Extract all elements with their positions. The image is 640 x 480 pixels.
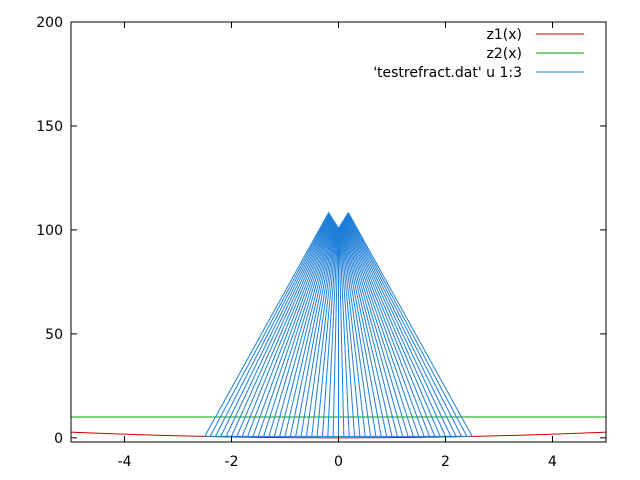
ray-line (289, 222, 336, 437)
ray-line (332, 227, 339, 437)
legend-label: z1(x) (487, 27, 522, 43)
ray-line (341, 222, 382, 437)
plot-frame (70, 21, 607, 443)
ray-line (263, 218, 334, 437)
ray-line (284, 221, 336, 437)
ray-line (344, 216, 436, 437)
ray-line (295, 222, 336, 437)
legend: z1(x) z2(x) 'testrefract.dat' u 1:3 (373, 27, 584, 81)
ray-line (342, 220, 398, 437)
ray-line (236, 215, 332, 437)
ray-line (341, 221, 393, 437)
ray-line (327, 226, 339, 437)
ray-line (321, 225, 338, 437)
ray-line (340, 224, 372, 437)
ray-line (343, 218, 414, 437)
y-tick-label: 200 (36, 15, 63, 31)
ray-line (341, 222, 388, 437)
ray-line (247, 217, 333, 437)
ray-line (345, 215, 446, 437)
series-layer (71, 212, 606, 439)
ray-line (346, 213, 462, 437)
ray-line (340, 223, 377, 437)
legend-label: 'testrefract.dat' u 1:3 (373, 65, 522, 81)
ray-line (268, 219, 334, 437)
ray-line (347, 212, 473, 437)
ray-line (231, 215, 332, 437)
ray-line (257, 218, 334, 437)
legend-label: z2(x) (487, 46, 522, 62)
y-tick-label: 150 (36, 119, 63, 135)
ray-line (300, 223, 337, 437)
x-tick-label: 4 (548, 454, 557, 470)
ray-line (339, 224, 366, 437)
ray-line (338, 227, 345, 437)
ray-line (346, 213, 457, 437)
ray-line (279, 220, 335, 437)
ray-line (316, 225, 338, 437)
ray-line (347, 212, 468, 437)
axis-layer: -4 -2 0 2 4 0 50 100 150 200 (36, 15, 606, 470)
ray-line (220, 213, 331, 437)
ray-line (343, 219, 409, 437)
ray-line (241, 216, 333, 437)
ray-line (339, 225, 356, 437)
ray-line (345, 215, 441, 437)
ray-line (339, 225, 361, 437)
ray-line (209, 212, 330, 437)
ray-line (344, 217, 430, 437)
ray-line (215, 213, 331, 437)
ray-line (343, 218, 420, 437)
y-tick-label: 50 (45, 327, 63, 343)
x-tick-label: 0 (334, 454, 343, 470)
y-tick-label: 0 (54, 431, 63, 447)
ray-line (225, 214, 331, 437)
x-tick-label: 2 (441, 454, 450, 470)
ray-line (273, 220, 335, 437)
ray-line (204, 212, 330, 437)
ray-line (311, 224, 338, 437)
ray-line (344, 217, 425, 437)
x-tick-label: -4 (118, 454, 132, 470)
ray-line (305, 224, 337, 437)
ray-line (342, 220, 404, 437)
ray-line (252, 217, 333, 437)
ray-line (338, 226, 350, 437)
ray-line (346, 214, 452, 437)
x-tick-label: -2 (225, 454, 239, 470)
y-tick-label: 100 (36, 223, 63, 239)
